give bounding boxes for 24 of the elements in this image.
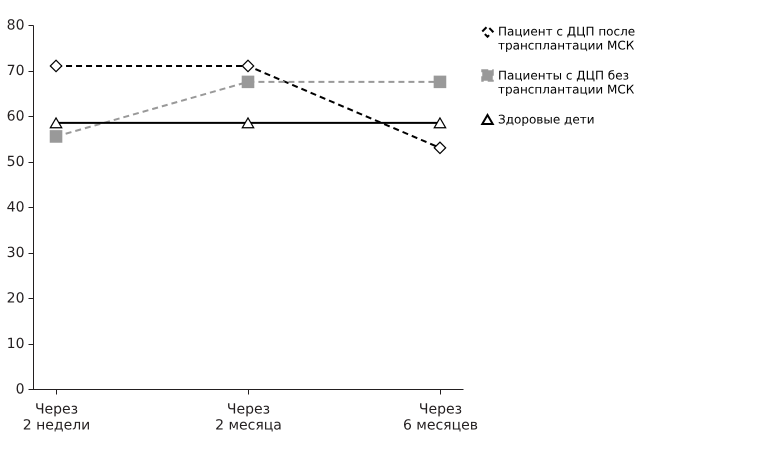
point — [242, 60, 254, 72]
legend-label: Пациент с ДЦП после трансплантации МСК — [498, 24, 636, 52]
y-tick-label: 10 — [6, 336, 24, 352]
y-tick-label: 70 — [6, 63, 24, 79]
point — [50, 117, 62, 128]
x-tick-label: Через 2 недели — [22, 402, 90, 434]
y-tick-label: 30 — [6, 245, 24, 261]
point — [242, 117, 254, 128]
point — [50, 60, 62, 72]
y-tick-label: 20 — [6, 290, 24, 306]
legend-label: Пациенты с ДЦП без трансплантации МСК — [498, 68, 635, 96]
y-tick-label: 50 — [6, 154, 24, 170]
point — [50, 130, 62, 143]
point — [434, 117, 446, 128]
y-tick-label: 0 — [16, 382, 24, 398]
x-tick-label: Через 2 месяца — [215, 402, 282, 434]
x-tick-label: Через 6 месяцев — [402, 402, 478, 434]
y-tick-label: 40 — [6, 200, 24, 216]
point — [434, 142, 446, 154]
point — [434, 76, 446, 88]
y-tick-label: 80 — [6, 18, 24, 34]
legend-label: Здоровые дети — [498, 112, 595, 126]
point — [242, 76, 254, 88]
y-tick-label: 60 — [6, 108, 24, 124]
